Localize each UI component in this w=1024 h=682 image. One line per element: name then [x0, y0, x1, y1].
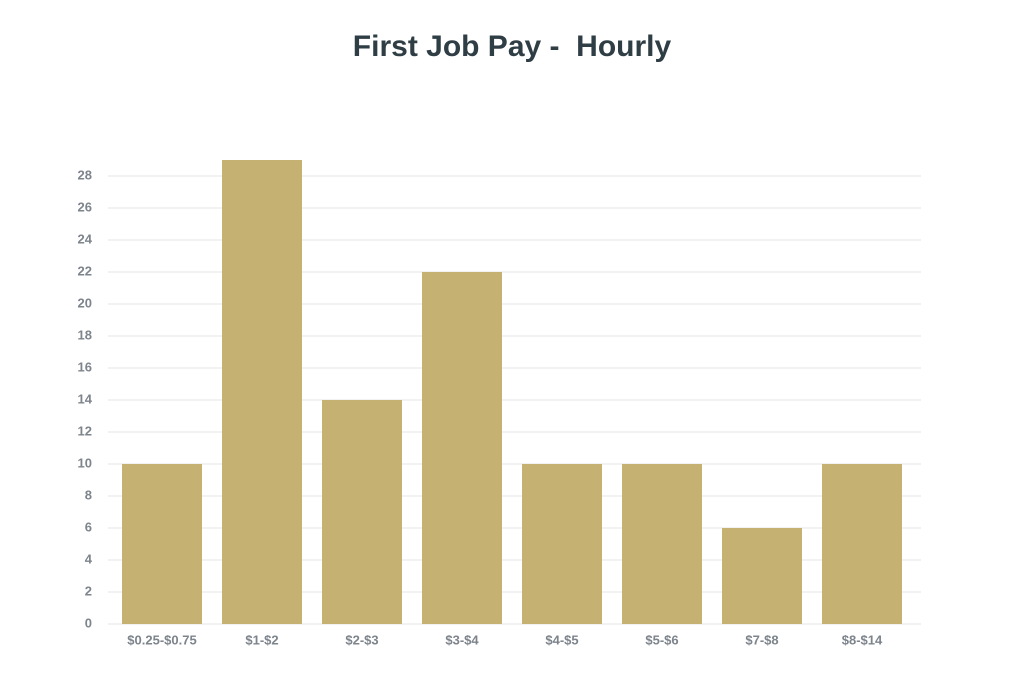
bar — [222, 160, 302, 624]
bar — [422, 272, 502, 624]
bar — [622, 464, 702, 624]
y-tick-label: 10 — [78, 455, 92, 470]
y-tick-label: 8 — [85, 487, 92, 502]
x-tick-label: $5-$6 — [645, 632, 678, 647]
y-tick-label: 4 — [85, 551, 93, 566]
x-tick-label: $4-$5 — [545, 632, 578, 647]
y-tick-label: 24 — [78, 231, 93, 246]
bar — [522, 464, 602, 624]
bar — [722, 528, 802, 624]
y-tick-label: 6 — [85, 519, 92, 534]
y-tick-label: 18 — [78, 327, 92, 342]
x-tick-label: $2-$3 — [345, 632, 378, 647]
y-tick-label: 2 — [85, 583, 92, 598]
y-tick-label: 14 — [78, 391, 93, 406]
y-tick-label: 26 — [78, 199, 92, 214]
y-tick-label: 20 — [78, 295, 92, 310]
x-tick-label: $1-$2 — [245, 632, 278, 647]
chart-title: First Job Pay - Hourly — [353, 30, 672, 63]
bar — [822, 464, 902, 624]
bar — [122, 464, 202, 624]
x-tick-label: $7-$8 — [745, 632, 778, 647]
x-tick-label: $8-$14 — [842, 632, 883, 647]
bar — [322, 400, 402, 624]
y-tick-label: 28 — [78, 167, 92, 182]
y-tick-label: 12 — [78, 423, 92, 438]
y-tick-label: 22 — [78, 263, 92, 278]
x-tick-label: $3-$4 — [445, 632, 479, 647]
y-tick-label: 16 — [78, 359, 92, 374]
x-tick-label: $0.25-$0.75 — [127, 632, 196, 647]
y-tick-label: 0 — [85, 615, 92, 630]
